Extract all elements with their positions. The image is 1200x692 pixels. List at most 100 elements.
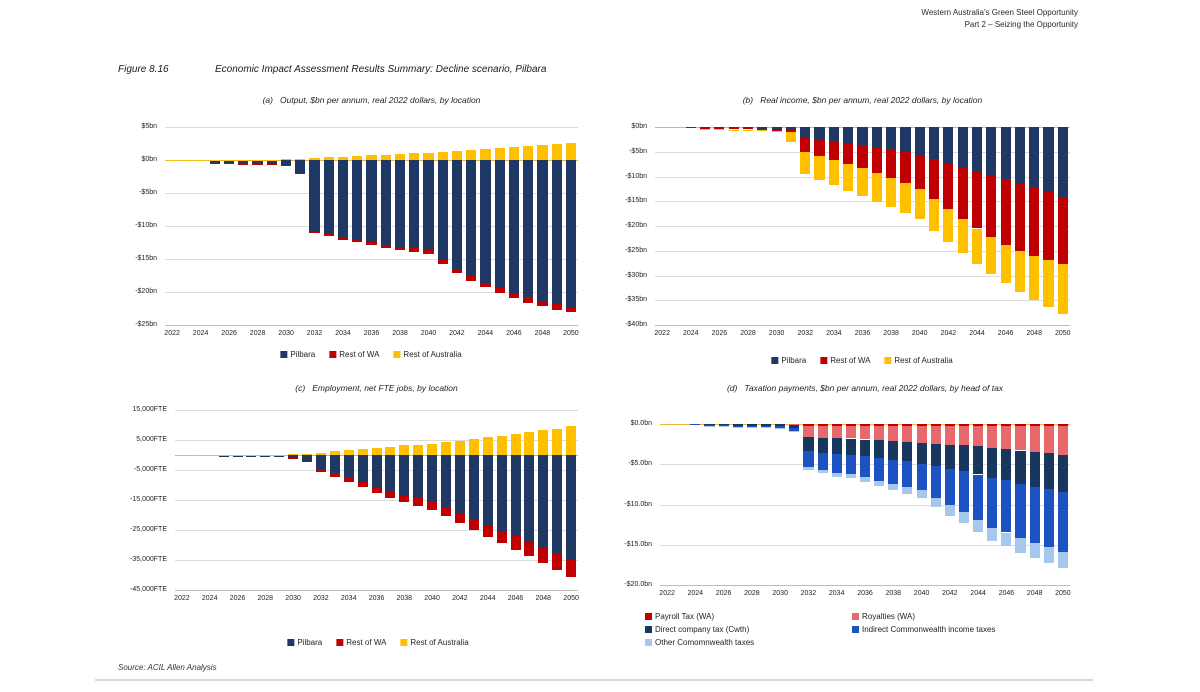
bar-segment: [380, 160, 391, 245]
x-tick-label: 2028: [740, 330, 756, 337]
legend-swatch: [645, 613, 652, 620]
bar-segment: [843, 163, 854, 191]
bar-segment: [302, 461, 312, 462]
bar-segment: [280, 159, 292, 160]
bar-segment: [266, 160, 277, 164]
y-tick-label: -$15bn: [135, 255, 157, 262]
bar-segment: [916, 442, 927, 464]
bar-segment: [524, 542, 535, 557]
y-tick-label: -$30bn: [625, 271, 647, 279]
bar-segment: [1015, 426, 1026, 451]
x-tick-label: 2032: [306, 330, 323, 337]
bar-segment: [831, 438, 842, 455]
bar-segment: [1015, 424, 1026, 427]
bar-segment: [886, 178, 897, 208]
bar-segment: [800, 138, 811, 152]
x-tick-label: 2030: [278, 330, 294, 337]
x-tick-label: 2038: [885, 590, 902, 597]
x-tick-label: 2026: [229, 595, 246, 602]
x-tick-label: 2036: [368, 595, 385, 602]
bar-segment: [454, 440, 465, 455]
bar-segment: [958, 445, 970, 472]
bar-segment: [828, 159, 839, 186]
bar-segment: [845, 473, 856, 479]
bar-segment: [1029, 486, 1040, 544]
bar-segment: [944, 444, 955, 469]
grid-line: [175, 440, 578, 441]
bar-segment: [817, 425, 828, 438]
bar-segment: [468, 518, 479, 531]
x-tick-label: 2032: [313, 595, 329, 602]
bar-segment: [771, 130, 782, 132]
bottom-rule: [95, 679, 1093, 681]
figure-title: Economic Impact Assessment Results Summa…: [215, 64, 547, 75]
bar-segment: [357, 449, 368, 455]
bar-segment: [857, 127, 868, 145]
bar-segment: [718, 425, 729, 427]
bar-segment: [845, 438, 856, 455]
bar-segment: [888, 424, 899, 426]
bar-segment: [315, 452, 326, 455]
chart-title: (a) Output, $bn per annum, real 2022 dol…: [262, 95, 481, 105]
bar-segment: [971, 228, 983, 264]
legend-swatch: [852, 626, 859, 633]
bar-segment: [1001, 532, 1012, 547]
x-tick-label: 2046: [507, 595, 524, 602]
bar-segment: [352, 156, 363, 160]
bar-segment: [817, 424, 828, 426]
bar-segment: [454, 512, 465, 524]
x-tick-label: 2024: [192, 330, 209, 337]
legend-item: Rest of WA: [820, 356, 870, 365]
x-tick-label: 2026: [711, 330, 728, 337]
y-tick-label: -$10.0bn: [624, 500, 652, 508]
bar-segment: [508, 160, 520, 293]
bar-segment: [789, 428, 800, 432]
y-tick-label: -$20bn: [135, 288, 157, 295]
bar-segment: [986, 237, 997, 274]
bar-segment: [437, 152, 448, 160]
bar-segment: [900, 151, 911, 184]
header-line1: Western Australia's Green Steel Opportun…: [921, 8, 1078, 17]
x-tick-label: 2030: [768, 330, 785, 337]
bar-segment: [468, 455, 479, 519]
bar-segment: [1001, 480, 1012, 533]
bar-segment: [916, 463, 927, 491]
bar-segment: [224, 163, 235, 164]
bar-segment: [814, 155, 825, 180]
bar-segment: [902, 425, 913, 442]
x-tick-label: 2034: [335, 330, 351, 337]
bar-segment: [371, 455, 382, 487]
bar-segment: [1029, 426, 1040, 453]
x-tick-label: 2046: [997, 330, 1014, 337]
x-tick-label: 2042: [940, 330, 957, 337]
bar-segment: [1014, 250, 1026, 292]
bar-segment: [728, 128, 739, 130]
bar-segment: [888, 483, 899, 491]
bar-segment: [1043, 453, 1054, 490]
bar-segment: [1029, 452, 1040, 487]
x-tick-label: 2048: [534, 330, 551, 337]
bar-segment: [566, 425, 576, 455]
bar-segment: [451, 268, 463, 274]
bar-segment: [843, 142, 854, 164]
x-tick-label: 2034: [828, 590, 845, 597]
bar-segment: [482, 455, 493, 525]
legend-item: Rest of WA: [336, 638, 386, 647]
bar-segment: [427, 500, 438, 510]
bar-segment: [380, 244, 391, 248]
y-tick-label: -$25bn: [135, 321, 157, 328]
bar-segment: [944, 468, 955, 505]
bar-segment: [831, 424, 842, 426]
bar-segment: [845, 454, 856, 474]
bar-segment: [957, 166, 968, 219]
bar-segment: [930, 426, 941, 444]
bar-segment: [352, 239, 363, 243]
bar-segment: [454, 455, 465, 513]
legend-label: Direct company tax (Cwth): [655, 625, 750, 634]
y-tick-label: -$35bn: [625, 296, 647, 304]
bar-segment: [538, 430, 549, 455]
bar-segment: [685, 127, 696, 128]
bar-segment: [928, 158, 940, 199]
bar-segment: [930, 424, 941, 426]
